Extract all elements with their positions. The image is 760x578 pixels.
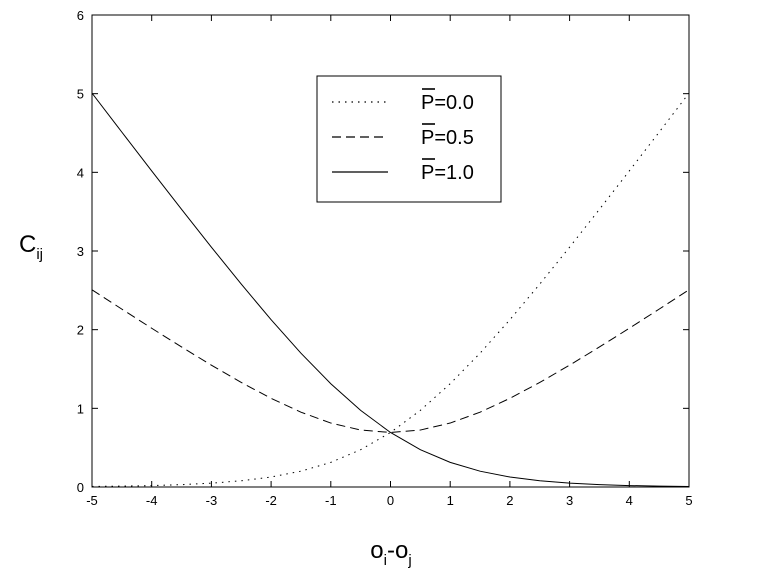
x-tick-label: 2: [506, 493, 513, 508]
legend-value: =1.0: [434, 162, 473, 184]
legend-label: P=1.0: [421, 162, 474, 184]
y-axis-title-subscript: ij: [36, 246, 43, 263]
y-tick-label: 1: [77, 401, 84, 416]
legend-symbol: P: [421, 162, 434, 184]
y-tick-label: 6: [77, 8, 84, 23]
series-line-dotted: [91, 92, 690, 487]
legend-value: =0.5: [434, 127, 473, 149]
y-tick-label: 2: [77, 323, 84, 338]
series-line-dashed: [91, 289, 690, 433]
x-axis-title-sub-j: j: [407, 552, 411, 569]
y-tick-label: 5: [77, 87, 84, 102]
x-axis-title-sub-i: i: [384, 552, 387, 569]
y-tick-label: 0: [77, 480, 84, 495]
legend-label: P=0.5: [421, 127, 474, 149]
y-axis-title: Cij: [19, 231, 43, 263]
ticks-layer: -5 -4 -3 -2 -1 0 1 2 3 4 5 0 1 2 3 4 5 6: [77, 8, 693, 508]
x-tick-label: 3: [566, 493, 573, 508]
x-tick-label: -4: [146, 493, 158, 508]
x-tick-label: -2: [265, 493, 277, 508]
y-axis-title-main: C: [19, 231, 36, 258]
x-axis-title-part2: -o: [387, 537, 408, 564]
series-layer: [91, 92, 690, 487]
x-axis-title-part1: o: [370, 537, 383, 564]
legend: P=0.0P=0.5P=1.0: [316, 75, 502, 203]
legend-symbol: P: [421, 127, 434, 149]
y-tick-label: 3: [77, 244, 84, 259]
y-tick-label: 4: [77, 165, 84, 180]
legend-box: [316, 75, 502, 203]
x-tick-label: -5: [86, 493, 98, 508]
x-tick-label: 4: [626, 493, 633, 508]
legend-symbol: P: [421, 92, 434, 114]
x-tick-label: -3: [206, 493, 218, 508]
series-line-solid: [91, 92, 690, 487]
legend-items: P=0.0P=0.5P=1.0: [332, 88, 474, 184]
legend-label: P=0.0: [421, 92, 474, 114]
x-tick-label: 1: [447, 493, 454, 508]
x-tick-label: -1: [325, 493, 337, 508]
x-axis-title: oi-oj: [370, 537, 411, 569]
x-tick-label: 0: [387, 493, 394, 508]
x-tick-label: 5: [685, 493, 692, 508]
legend-value: =0.0: [434, 92, 473, 114]
